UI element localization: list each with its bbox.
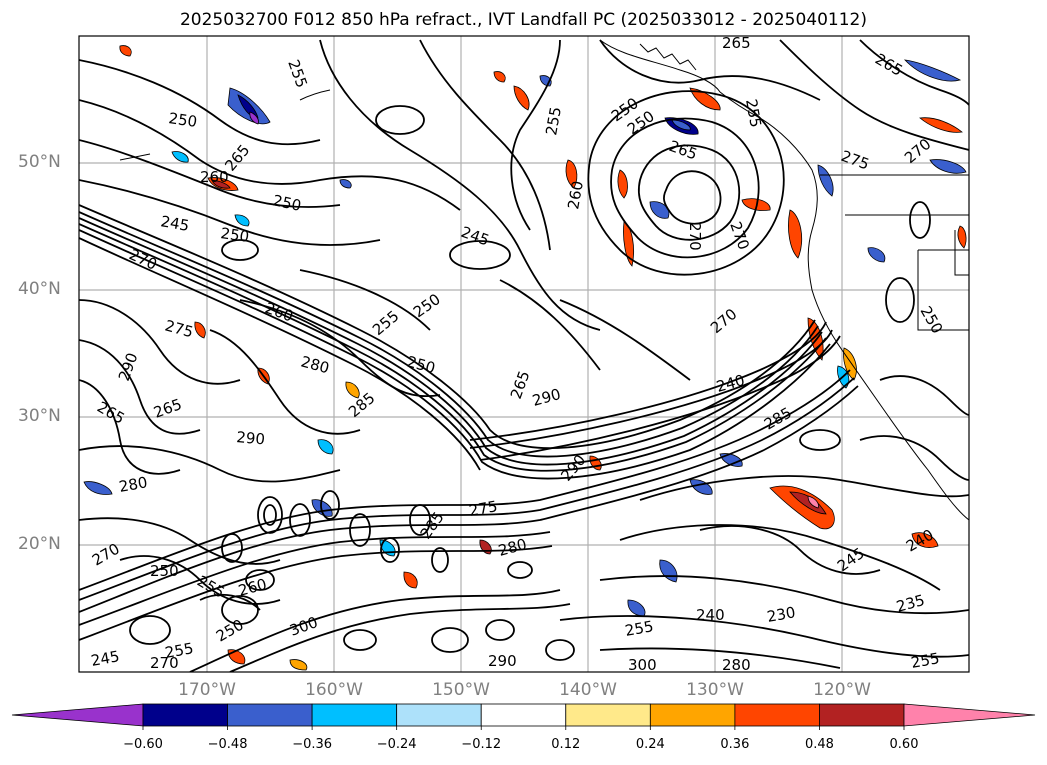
shade-blob xyxy=(769,485,835,530)
shade-blob xyxy=(119,45,132,57)
lat-label-20: 20°N xyxy=(18,534,61,554)
shade-blob xyxy=(789,491,827,515)
contour-label: 280 xyxy=(722,656,751,674)
shade-blob xyxy=(867,247,886,263)
colorbar-segment xyxy=(142,703,228,727)
contour-label: 230 xyxy=(766,603,797,626)
colorbar-segment xyxy=(734,703,820,727)
colorbar-tick-label: −0.12 xyxy=(461,737,502,752)
shade-blob xyxy=(617,169,628,199)
contour-label: 290 xyxy=(236,428,266,448)
lon-label-150w: 150°W xyxy=(432,680,490,700)
shade-blob xyxy=(911,532,939,548)
shade-blob xyxy=(649,201,670,219)
graticule xyxy=(79,36,969,672)
shade-blob xyxy=(211,179,231,189)
contour-label: 290 xyxy=(488,652,517,670)
contour-label: 250 xyxy=(271,191,303,215)
shade-blob xyxy=(807,495,819,509)
refractivity-contours xyxy=(79,39,969,672)
shade-blob xyxy=(565,159,578,189)
lat-label-30: 30°N xyxy=(18,406,61,426)
colorbar-tick-label: 0.12 xyxy=(551,737,581,752)
contour-label: 245 xyxy=(90,647,121,670)
shade-blob xyxy=(957,225,967,249)
colorbar-segment xyxy=(396,703,482,727)
shade-blob xyxy=(194,321,206,339)
colorbar-tick-label: 0.60 xyxy=(889,737,919,752)
colorbar-segment xyxy=(311,703,398,727)
lat-label-50: 50°N xyxy=(18,152,61,172)
lon-label-120w: 120°W xyxy=(813,680,871,700)
contour-label: 260 xyxy=(200,168,229,186)
contour-label: 255 xyxy=(542,105,565,136)
shade-blob xyxy=(807,317,824,361)
contour-label: 240 xyxy=(696,606,725,624)
map-frame xyxy=(78,35,970,673)
shade-blob xyxy=(317,439,334,455)
shade-blob xyxy=(671,119,691,131)
shade-blob xyxy=(513,85,530,111)
contour-label: 255 xyxy=(910,649,941,672)
shade-blob xyxy=(237,94,259,119)
shade-blob xyxy=(903,59,962,82)
shade-blob xyxy=(493,71,506,83)
coastlines xyxy=(119,39,969,521)
contour-label: 260 xyxy=(564,179,587,210)
colorbar-segment xyxy=(227,703,313,727)
colorbar-tick-label: −0.60 xyxy=(123,737,163,752)
contour-label: 255 xyxy=(742,98,765,129)
contour-label: 270 xyxy=(686,222,704,251)
contour-label: 245 xyxy=(159,212,190,235)
shade-blob xyxy=(929,159,967,174)
shade-blob xyxy=(234,214,250,227)
shade-blob xyxy=(345,381,360,399)
colorbar-segment xyxy=(565,703,651,727)
lon-label-160w: 160°W xyxy=(305,680,363,700)
contour-label: 270 xyxy=(150,654,179,672)
shade-blob xyxy=(741,198,771,211)
map-title: 2025032700 F012 850 hPa refract., IVT La… xyxy=(179,10,867,30)
shade-blob xyxy=(171,151,189,163)
shade-blob xyxy=(403,571,418,589)
lon-label-140w: 140°W xyxy=(559,680,617,700)
contour-label: 300 xyxy=(628,656,657,674)
contour-label: 265 xyxy=(722,34,751,52)
shade-blob xyxy=(289,659,308,671)
colorbar-extend-high xyxy=(903,703,1036,727)
contour-label: 250 xyxy=(167,109,198,131)
lon-label-170w: 170°W xyxy=(178,680,236,700)
contour-label: 280 xyxy=(118,473,149,496)
shade-blob xyxy=(83,481,113,495)
shade-blob xyxy=(919,117,963,133)
colorbar-tick-label: −0.24 xyxy=(376,737,417,752)
contour-label: 275 xyxy=(468,497,499,520)
colorbar xyxy=(11,703,1036,730)
shade-blob xyxy=(788,209,803,259)
contour-label: 255 xyxy=(164,639,195,662)
colorbar-tick-label: 0.36 xyxy=(720,737,750,752)
colorbar-segment xyxy=(649,703,736,727)
colorbar-tick-label: −0.48 xyxy=(207,737,248,752)
shade-blob xyxy=(249,111,259,125)
shade-blob xyxy=(817,164,834,197)
contour-label: 250 xyxy=(150,562,179,580)
contour-label: 250 xyxy=(219,224,250,246)
colorbar-segment xyxy=(819,703,905,727)
shade-blob xyxy=(339,179,352,189)
colorbar-tick-label: 0.24 xyxy=(635,737,665,752)
lat-label-40: 40°N xyxy=(18,279,61,299)
contour-label: 255 xyxy=(624,617,655,640)
lon-label-130w: 130°W xyxy=(686,680,744,700)
shade-blob xyxy=(689,479,713,495)
colorbar-segment xyxy=(480,703,567,727)
colorbar-tick-label: 0.48 xyxy=(804,737,834,752)
colorbar-extend-low xyxy=(11,703,144,727)
colorbar-tick-label: −0.36 xyxy=(292,737,333,752)
